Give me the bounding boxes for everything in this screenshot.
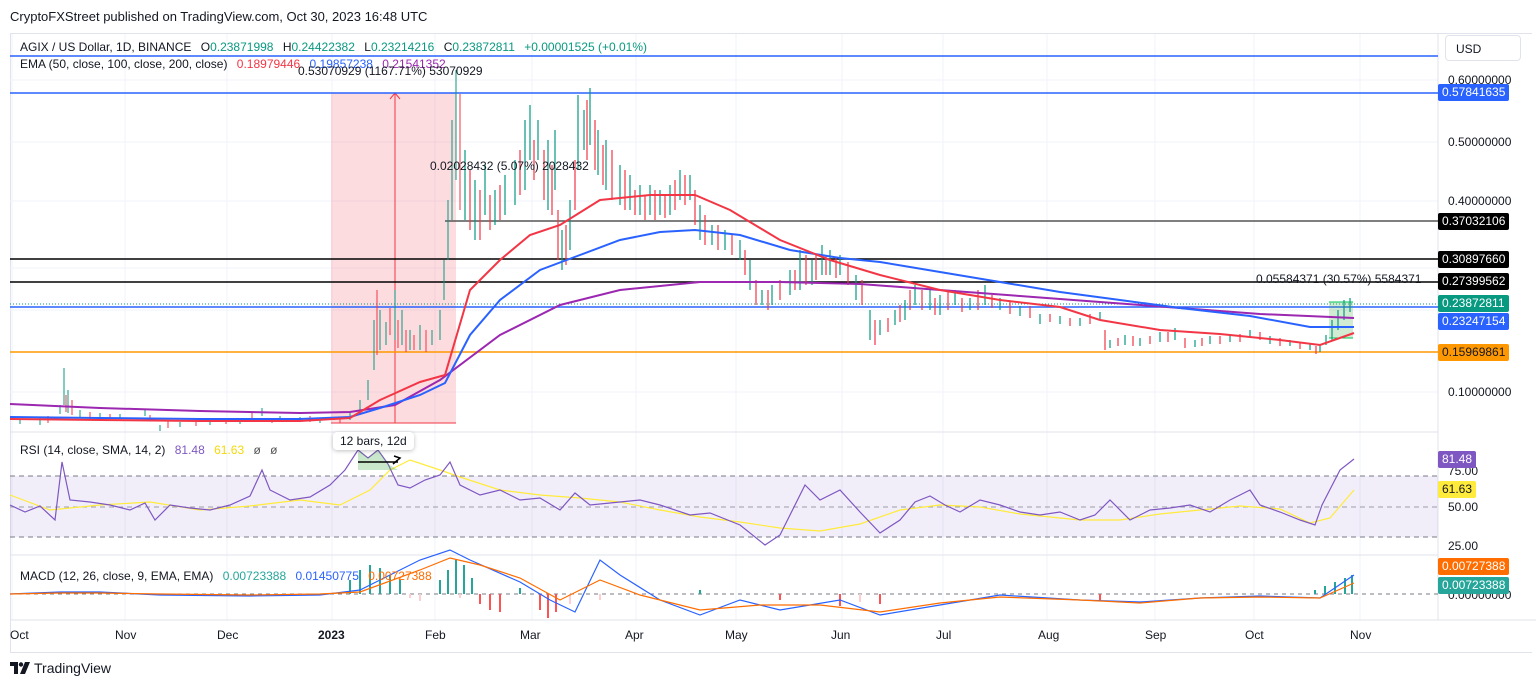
symbol-label[interactable]: AGIX / US Dollar, 1D, BINANCE (20, 40, 192, 54)
time-tick: Oct (1245, 628, 1264, 642)
range-annotation-3: 0.05584371 (30.57%) 5584371 (1256, 272, 1422, 286)
price-tag-level: 0.15969861 (1438, 344, 1510, 361)
tradingview-logo-icon (10, 662, 30, 674)
rsi-value: 81.48 (174, 443, 205, 457)
macd-value: 0.01450775 (295, 569, 359, 583)
price-tag-last: 0.23872811 (1438, 295, 1509, 312)
time-tick: Sep (1145, 628, 1167, 642)
time-tick: Feb (425, 628, 446, 642)
macd-signal-value: 0.00727388 (368, 569, 432, 583)
rsi-sma-value: 61.63 (214, 443, 245, 457)
rsi-sma-tag: 61.63 (1438, 481, 1477, 498)
time-tick: Nov (1350, 628, 1372, 642)
time-tick: May (725, 628, 748, 642)
bars-range-tooltip: 12 bars, 12d (333, 432, 414, 450)
close-value: 0.23872811 (452, 40, 515, 54)
ema-legend: EMA (50, close, 100, close, 200, close) … (20, 57, 452, 71)
macd-label[interactable]: MACD (12, 26, close, 9, EMA, EMA) (20, 569, 214, 583)
high-value: 0.24422382 (291, 40, 355, 54)
time-tick: Oct (10, 628, 29, 642)
rsi-tag: 81.48 (1438, 451, 1477, 468)
close-label: C (443, 40, 453, 54)
published-caption: CryptoFXStreet published on TradingView.… (10, 9, 428, 24)
price-tick: 0.50000000 (1448, 135, 1512, 149)
ema-label[interactable]: EMA (50, close, 100, close, 200, close) (20, 57, 228, 71)
price-tick: 0.60000000 (1448, 73, 1512, 87)
time-tick: 2023 (318, 628, 345, 642)
rsi-extra2: ø (270, 443, 278, 457)
ohlc-legend: AGIX / US Dollar, 1D, BINANCE O0.2387199… (20, 40, 653, 54)
price-tick: 0.10000000 (1448, 385, 1512, 399)
price-tag-level: 0.27399562 (1438, 273, 1510, 290)
ema50-value: 0.18979446 (236, 57, 301, 71)
currency-button[interactable]: USD (1445, 35, 1521, 61)
price-tag-level: 0.57841635 (1438, 84, 1510, 101)
price-tick: 0.40000000 (1448, 194, 1512, 208)
macd-legend: MACD (12, 26, close, 9, EMA, EMA) 0.0072… (20, 569, 438, 583)
time-tick: Aug (1038, 628, 1060, 642)
rsi-legend: RSI (14, close, SMA, 14, 2) 81.48 61.63 … (20, 443, 284, 457)
rsi-extra1: ø (253, 443, 261, 457)
low-value: 0.23214216 (370, 40, 435, 54)
time-tick: Nov (115, 628, 137, 642)
macd-signal-tag: 0.00727388 (1438, 558, 1510, 575)
change-value: +0.00001525 (+0.01%) (524, 40, 647, 54)
chart-frame (10, 33, 1532, 653)
price-tag-level: 0.37032106 (1438, 213, 1510, 230)
ema200-value: 0.21541352 (382, 57, 446, 71)
price-tag-level: 0.23247154 (1438, 313, 1510, 330)
price-tag-level: 0.30897660 (1438, 251, 1510, 268)
time-tick: Jul (936, 628, 952, 642)
high-label: H (282, 40, 292, 54)
rsi-label[interactable]: RSI (14, close, SMA, 14, 2) (20, 443, 166, 457)
macd-hist-value: 0.00723388 (222, 569, 287, 583)
low-label: L (364, 40, 371, 54)
tradingview-logo[interactable]: TradingView (10, 660, 111, 676)
open-value: 0.23871998 (210, 40, 274, 54)
time-tick: Dec (217, 628, 239, 642)
range-annotation-2: 0.02028432 (5.07%) 2028432 (430, 159, 589, 173)
open-label: O (200, 40, 211, 54)
time-tick: Mar (520, 628, 541, 642)
time-tick: Jun (831, 628, 851, 642)
ema100-value: 0.19857238 (309, 57, 373, 71)
time-tick: Apr (625, 628, 644, 642)
rsi-tick: 50.00 (1448, 500, 1479, 514)
tradingview-brand: TradingView (34, 660, 112, 676)
rsi-tick: 25.00 (1448, 539, 1479, 553)
range-annotation-1: 0.53070929 (1167.71%) 53070929 (298, 64, 483, 78)
macd-hist-tag: 0.00723388 (1438, 577, 1510, 594)
